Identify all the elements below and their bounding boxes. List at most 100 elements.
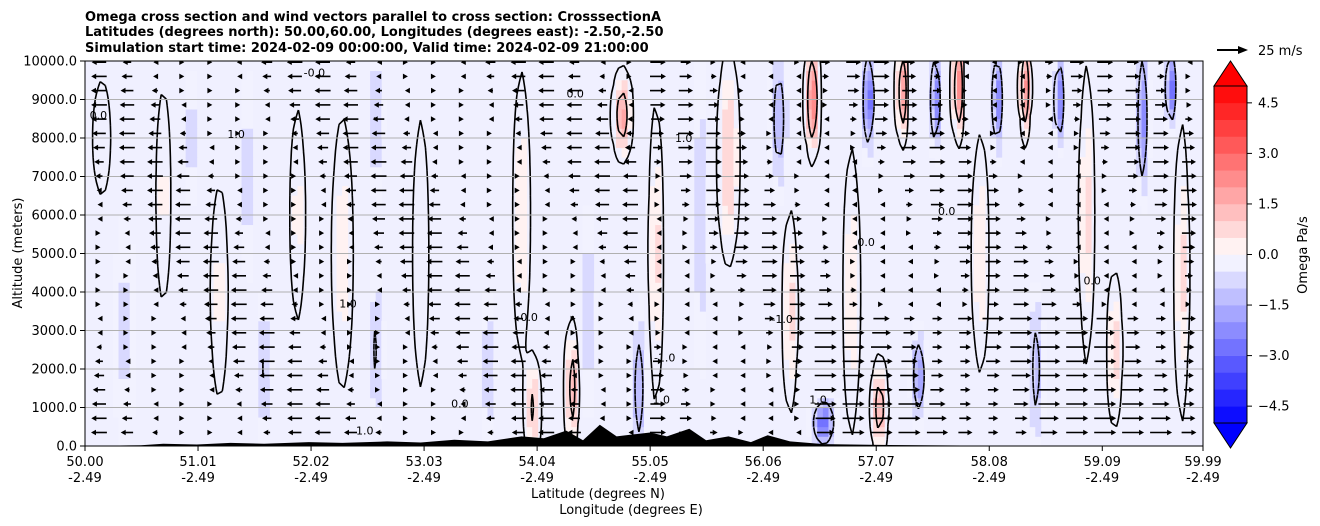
wind-vector-head xyxy=(486,173,492,179)
wind-vector-head xyxy=(347,387,353,393)
omega-cell xyxy=(806,109,813,120)
omega-cell xyxy=(1169,61,1176,72)
omega-cell xyxy=(185,147,192,158)
omega-cell xyxy=(375,320,382,331)
omega-cell xyxy=(532,369,539,380)
omega-cell xyxy=(699,234,706,245)
omega-cell xyxy=(705,224,712,235)
omega-cell xyxy=(1035,417,1042,428)
omega-cell xyxy=(850,282,857,293)
omega-cell xyxy=(783,349,790,360)
wind-vector-head xyxy=(1101,173,1107,179)
wind-vector-head xyxy=(657,144,663,151)
omega-cell xyxy=(124,436,131,446)
wind-vector-head xyxy=(153,301,159,308)
omega-cell xyxy=(694,157,701,168)
wind-vector-head xyxy=(1019,73,1025,80)
wind-vector-head xyxy=(1139,429,1145,436)
wind-vector-head xyxy=(831,358,837,365)
wind-vector-head xyxy=(766,130,772,137)
omega-cell xyxy=(129,301,136,312)
wind-vector-head xyxy=(744,216,750,222)
omega-cell xyxy=(1029,388,1036,399)
omega-cell xyxy=(1147,109,1154,120)
wind-vector-head xyxy=(739,301,745,308)
wind-vector-head xyxy=(1159,73,1165,80)
wind-vector-head xyxy=(1163,173,1169,179)
omega-cell xyxy=(722,205,729,216)
wind-vector-head xyxy=(91,102,97,108)
wind-vector-head xyxy=(884,73,890,80)
wind-vector-head xyxy=(822,87,828,94)
wind-vector-head xyxy=(883,116,889,122)
wind-vector-head xyxy=(147,159,153,165)
omega-cell xyxy=(845,282,852,293)
omega-cell xyxy=(515,243,522,254)
wind-vector-head xyxy=(319,230,325,236)
omega-cell xyxy=(828,388,835,399)
omega-cell xyxy=(912,417,919,428)
omega-cell xyxy=(487,311,494,322)
wind-vector-head xyxy=(991,61,997,65)
omega-cell xyxy=(571,349,578,360)
omega-cell xyxy=(778,157,785,168)
omega-cell xyxy=(185,176,192,187)
wind-vector-head xyxy=(151,344,157,350)
wind-vector-head xyxy=(740,387,746,393)
wind-vector-head xyxy=(712,330,718,336)
omega-cell xyxy=(342,186,349,197)
wind-vector-head xyxy=(769,315,775,322)
omega-cell xyxy=(850,330,857,341)
wind-vector-head xyxy=(542,287,548,293)
y-tick-label: 9000.0 xyxy=(32,93,78,108)
omega-cell xyxy=(1169,128,1176,139)
omega-cell xyxy=(118,292,125,303)
wind-vector-head xyxy=(1139,401,1145,407)
wind-vector-head xyxy=(460,201,466,208)
omega-cell xyxy=(593,301,600,312)
wind-vector-head xyxy=(1185,301,1191,308)
wind-vector-head xyxy=(1047,159,1053,165)
wind-vector-head xyxy=(1075,244,1081,251)
wind-vector-head xyxy=(318,159,324,165)
x-tick-label-longitude: -2.49 xyxy=(294,471,328,486)
omega-cell xyxy=(342,253,349,264)
omega-cell xyxy=(655,292,662,303)
wind-vector-head xyxy=(124,230,130,236)
omega-cell xyxy=(118,320,125,331)
wind-vector-head xyxy=(538,73,544,80)
omega-cell xyxy=(811,128,818,139)
omega-cell xyxy=(588,388,595,399)
wind-vector-head xyxy=(455,330,461,336)
wind-vector-head xyxy=(319,244,325,251)
omega-cell xyxy=(381,369,388,380)
wind-vectors xyxy=(91,61,1197,436)
wind-vector-head xyxy=(1023,401,1029,407)
omega-cell xyxy=(727,186,734,197)
omega-cell xyxy=(336,234,343,245)
wind-vector-head xyxy=(235,159,241,165)
omega-cell xyxy=(582,272,589,283)
omega-cell xyxy=(219,292,226,303)
omega-cell xyxy=(118,426,125,437)
omega-cell xyxy=(1169,138,1176,149)
omega-cell xyxy=(219,263,226,274)
wind-vector-head xyxy=(485,61,491,65)
wind-vector-head xyxy=(92,130,98,137)
wind-vector-head xyxy=(850,144,856,151)
wind-vector-head xyxy=(1110,330,1115,336)
wind-vector-head xyxy=(370,173,376,179)
wind-vector-head xyxy=(796,102,802,108)
omega-cell xyxy=(157,195,164,206)
wind-vector-head xyxy=(796,429,802,436)
wind-vector-head xyxy=(236,401,242,407)
omega-cell xyxy=(263,397,270,408)
wind-vector-head xyxy=(600,401,606,407)
omega-cell xyxy=(632,417,639,428)
wind-vector-head xyxy=(598,87,604,94)
omega-cell xyxy=(118,224,125,235)
omega-cell xyxy=(1052,61,1059,72)
wind-vector-head xyxy=(291,130,297,137)
wind-vector-head xyxy=(288,344,294,350)
omega-cell xyxy=(1085,215,1092,226)
